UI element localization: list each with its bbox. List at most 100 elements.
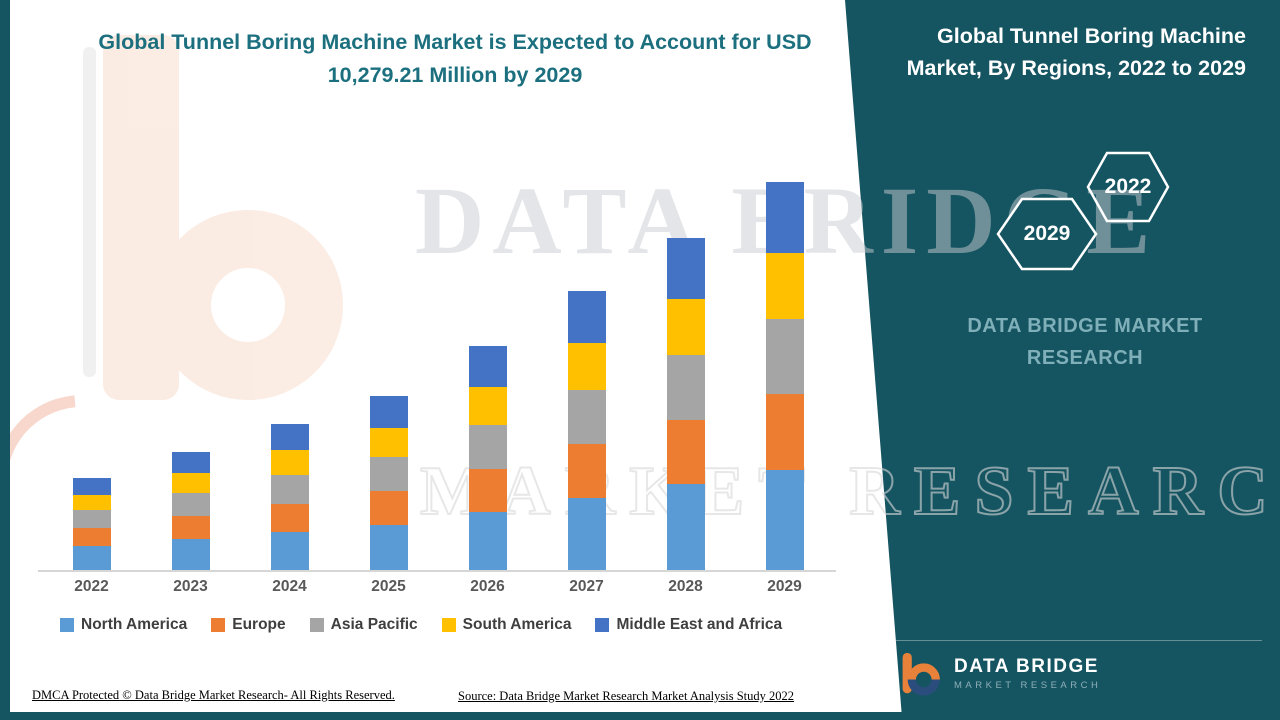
stacked-bar-2028 (666, 237, 705, 570)
hexagon-outline-icon (996, 197, 1098, 271)
x-label-2022: 2022 (74, 578, 109, 595)
segment-south-america-2022 (72, 494, 111, 511)
right-teal-panel (845, 0, 1280, 712)
segment-asia-pacific-2023 (171, 493, 210, 517)
hexagon-badge-2022: 2022 (1086, 151, 1170, 223)
hexagon-badge-2029: 2029 (996, 197, 1098, 271)
segment-middle-east-and-africa-2029 (765, 182, 804, 254)
segment-europe-2023 (171, 516, 210, 539)
source-note: Source: Data Bridge Market Research Mark… (458, 689, 795, 703)
stacked-bar-2027 (567, 291, 606, 570)
segment-south-america-2029 (765, 253, 804, 319)
x-axis-line (38, 570, 836, 572)
segment-north-america-2025 (369, 524, 408, 570)
panel-brand-line1: DATA BRIDGE MARKET (967, 315, 1203, 337)
stacked-bar-2029 (765, 182, 804, 570)
left-accent-strip (0, 0, 10, 712)
bar-column-2026 (438, 182, 537, 570)
segment-middle-east-and-africa-2027 (567, 291, 606, 344)
chart-title: Global Tunnel Boring Machine Market is E… (98, 30, 812, 88)
legend-label-south-america: South America (462, 616, 572, 633)
segment-north-america-2024 (270, 531, 309, 570)
plot-area (42, 182, 834, 570)
x-label-2024: 2024 (272, 578, 307, 595)
stacked-bar-2024 (270, 423, 309, 570)
segment-asia-pacific-2026 (468, 424, 507, 469)
bottom-accent-strip (0, 712, 1280, 720)
legend-label-north-america: North America (81, 616, 188, 633)
legend-item-south-america: South America (441, 616, 572, 634)
panel-divider-line (896, 640, 1262, 641)
x-label-2026: 2026 (470, 578, 505, 595)
stacked-bar-2023 (171, 451, 210, 570)
segment-south-america-2027 (567, 343, 606, 390)
company-logo-text: DATA BRIDGE MARKET RESEARCH (954, 656, 1101, 692)
segment-south-america-2023 (171, 473, 210, 494)
stacked-bar-2022 (72, 477, 111, 570)
legend-item-asia-pacific: Asia Pacific (309, 616, 418, 634)
stacked-bar-2025 (369, 395, 408, 570)
x-axis-labels: 2022 2023 2024 2025 2026 2027 2028 2029 (42, 578, 834, 596)
segment-south-america-2025 (369, 427, 408, 458)
legend-swatch-north-america (60, 618, 74, 632)
bar-column-2025 (339, 182, 438, 570)
legend-item-north-america: North America (60, 616, 187, 634)
legend-item-middle-east-and-africa: Middle East and Africa (595, 616, 782, 634)
legend-swatch-asia-pacific (309, 618, 324, 632)
segment-north-america-2023 (171, 539, 210, 570)
segment-europe-2025 (369, 491, 408, 525)
x-label-2025: 2025 (371, 578, 406, 595)
segment-north-america-2026 (468, 511, 507, 570)
panel-brand-line2: RESEARCH (1026, 347, 1144, 369)
hexagon-badge-2022-label: 2022 (1104, 175, 1152, 198)
company-logo-subtitle: MARKET RESEARCH (954, 679, 1102, 691)
segment-europe-2028 (666, 419, 705, 484)
segment-middle-east-and-africa-2024 (270, 423, 309, 451)
segment-middle-east-and-africa-2022 (72, 477, 111, 495)
legend-item-europe: Europe (211, 616, 286, 634)
bar-column-2029 (735, 182, 834, 570)
segment-north-america-2028 (666, 483, 705, 570)
stacked-bar-2026 (468, 345, 507, 570)
legend-label-middle-east-and-africa: Middle East and Africa (616, 616, 783, 633)
x-label-2028: 2028 (668, 578, 703, 595)
segment-north-america-2022 (72, 545, 111, 570)
segment-asia-pacific-2029 (765, 318, 804, 395)
segment-south-america-2024 (270, 450, 309, 475)
segment-north-america-2029 (765, 469, 804, 570)
legend-swatch-europe (211, 618, 226, 632)
segment-europe-2024 (270, 503, 309, 532)
x-label-2027: 2027 (569, 578, 604, 595)
segment-middle-east-and-africa-2026 (468, 345, 507, 388)
segment-asia-pacific-2028 (666, 354, 705, 420)
hexagon-outline-icon (1086, 151, 1170, 223)
segment-south-america-2028 (666, 298, 705, 355)
segment-middle-east-and-africa-2023 (171, 451, 210, 474)
segment-asia-pacific-2024 (270, 474, 309, 504)
segment-europe-2029 (765, 394, 804, 470)
bar-column-2023 (141, 182, 240, 570)
segment-middle-east-and-africa-2025 (369, 395, 408, 428)
hexagon-badge-2029-label: 2029 (1023, 222, 1071, 245)
segment-north-america-2027 (567, 497, 606, 570)
panel-title: Global Tunnel Boring Machine Market, By … (906, 24, 1246, 81)
segment-europe-2026 (468, 468, 507, 512)
panel-brand-text: DATA BRIDGE MARKET RESEARCH (920, 310, 1250, 374)
segment-middle-east-and-africa-2028 (666, 237, 705, 299)
data-bridge-logo-icon (902, 652, 940, 696)
segment-asia-pacific-2025 (369, 457, 408, 492)
legend-label-europe: Europe (232, 616, 286, 633)
legend-label-asia-pacific: Asia Pacific (330, 616, 418, 633)
segment-europe-2027 (567, 444, 606, 498)
company-logo: DATA BRIDGE MARKET RESEARCH (898, 650, 1101, 698)
bar-column-2027 (537, 182, 636, 570)
bar-column-2028 (636, 182, 735, 570)
chart-legend: North America Europe Asia Pacific South Ame… (60, 616, 850, 634)
segment-asia-pacific-2022 (72, 510, 111, 529)
segment-europe-2022 (72, 528, 111, 546)
bar-column-2022 (42, 182, 141, 570)
legend-swatch-middle-east-and-africa (595, 618, 610, 632)
segment-south-america-2026 (468, 387, 507, 425)
x-label-2029: 2029 (767, 578, 802, 595)
dmca-notice: DMCA Protected © Data Bridge Market Rese… (32, 688, 395, 702)
